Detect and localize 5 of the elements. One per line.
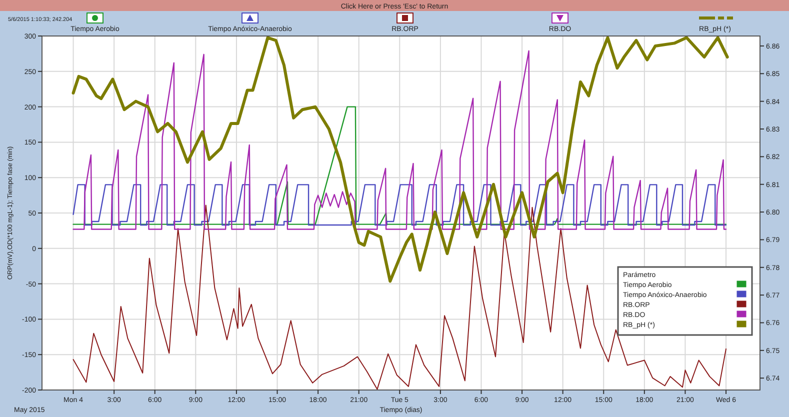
line-series — [72, 50, 727, 230]
line-series — [72, 36, 729, 283]
line-series — [72, 204, 727, 390]
line-series — [72, 184, 727, 226]
line-series — [72, 106, 727, 225]
